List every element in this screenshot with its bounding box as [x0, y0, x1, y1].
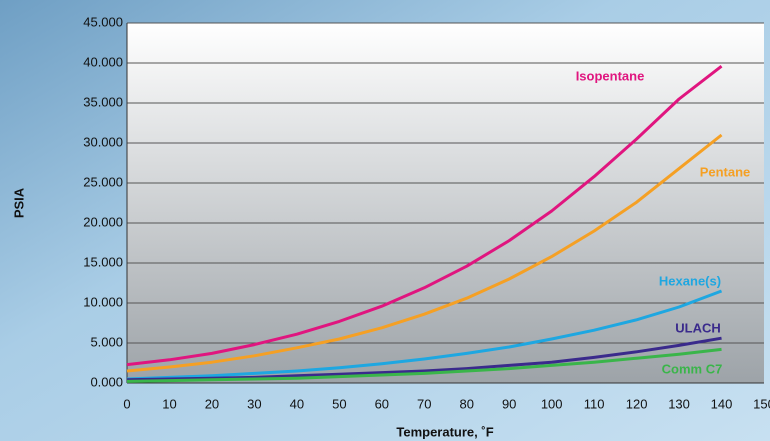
x-tick-label: 60 [375, 396, 389, 411]
y-tick-label: 25.000 [83, 174, 123, 189]
series-label: Pentane [700, 164, 751, 179]
y-tick-label: 10.000 [83, 294, 123, 309]
x-tick-label: 130 [668, 396, 690, 411]
x-tick-label: 10 [162, 396, 176, 411]
y-tick-label: 35.000 [83, 94, 123, 109]
x-tick-label: 50 [332, 396, 346, 411]
x-tick-label: 0 [123, 396, 130, 411]
series-line [126, 336, 722, 382]
y-tick-label: 20.000 [83, 214, 123, 229]
x-tick-label: 20 [205, 396, 219, 411]
x-tick-label: 110 [584, 396, 605, 411]
x-tick-label: 140 [711, 396, 733, 411]
series-line [126, 65, 723, 367]
series-label: Hexane(s) [659, 273, 721, 288]
y-tick-label: 30.000 [83, 134, 123, 149]
series-line [126, 347, 722, 383]
x-axis-title: Temperature, ˚F [396, 424, 493, 439]
x-tick-label: 150 [753, 396, 770, 411]
series-line [126, 289, 723, 381]
y-tick-label: 40.000 [83, 54, 123, 69]
x-tick-label: 30 [247, 396, 261, 411]
x-tick-label: 100 [541, 396, 563, 411]
x-tick-label: 70 [417, 396, 431, 411]
series-line [126, 133, 723, 373]
series-label: Comm C7 [662, 361, 723, 376]
x-tick-label: 120 [626, 396, 648, 411]
series-label: ULACH [675, 320, 721, 335]
x-tick-label: 90 [502, 396, 516, 411]
y-tick-label: 15.000 [83, 254, 123, 269]
y-tick-label: 45.000 [83, 14, 123, 29]
x-tick-label: 40 [290, 396, 304, 411]
plot-area [127, 23, 764, 383]
series-label: Isopentane [576, 68, 645, 83]
y-axis-title: PSIA [11, 187, 26, 218]
y-tick-label: 0.000 [90, 374, 123, 389]
x-tick-label: 80 [459, 396, 473, 411]
y-tick-label: 5.000 [90, 334, 123, 349]
